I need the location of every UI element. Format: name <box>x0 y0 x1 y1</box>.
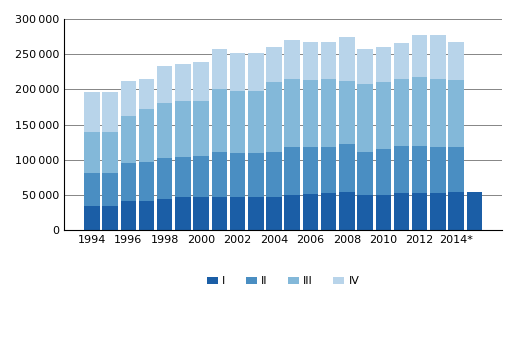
Bar <box>193 62 209 102</box>
Bar <box>412 78 428 146</box>
Bar <box>248 53 264 91</box>
Bar <box>266 82 282 152</box>
Bar <box>412 35 428 78</box>
Bar <box>175 197 191 231</box>
Bar <box>284 147 300 195</box>
Bar <box>157 103 173 158</box>
Bar <box>321 41 337 79</box>
Bar <box>102 132 118 173</box>
Bar <box>357 195 373 231</box>
Bar <box>248 91 264 153</box>
Bar <box>430 193 446 231</box>
Bar <box>467 192 482 231</box>
Bar <box>139 201 154 231</box>
Bar <box>120 81 136 116</box>
Bar <box>430 147 446 193</box>
Bar <box>120 201 136 231</box>
Bar <box>448 80 464 147</box>
Bar <box>375 82 391 149</box>
Bar <box>394 43 409 79</box>
Bar <box>248 197 264 231</box>
Bar <box>157 158 173 199</box>
Bar <box>175 157 191 197</box>
Legend: I, II, III, IV: I, II, III, IV <box>202 272 364 291</box>
Bar <box>193 156 209 197</box>
Bar <box>84 173 100 206</box>
Bar <box>375 149 391 195</box>
Bar <box>102 206 118 231</box>
Bar <box>139 79 154 109</box>
Bar <box>302 80 318 147</box>
Bar <box>321 79 337 147</box>
Bar <box>193 197 209 231</box>
Bar <box>139 162 154 201</box>
Bar <box>139 109 154 162</box>
Bar <box>339 81 355 144</box>
Bar <box>302 42 318 80</box>
Bar <box>302 147 318 194</box>
Bar <box>175 102 191 157</box>
Bar <box>266 47 282 82</box>
Bar <box>230 153 246 197</box>
Bar <box>284 40 300 79</box>
Bar <box>84 132 100 173</box>
Bar <box>230 197 246 231</box>
Bar <box>266 197 282 231</box>
Bar <box>284 79 300 147</box>
Bar <box>375 195 391 231</box>
Bar <box>394 193 409 231</box>
Bar <box>448 42 464 80</box>
Bar <box>321 147 337 193</box>
Bar <box>284 195 300 231</box>
Bar <box>321 193 337 231</box>
Bar <box>248 153 264 197</box>
Bar <box>357 84 373 152</box>
Bar <box>394 146 409 193</box>
Bar <box>84 206 100 231</box>
Bar <box>412 146 428 193</box>
Bar <box>375 47 391 82</box>
Bar <box>230 53 246 91</box>
Bar <box>211 49 227 89</box>
Bar <box>339 144 355 192</box>
Bar <box>102 173 118 206</box>
Bar <box>102 92 118 132</box>
Bar <box>339 192 355 231</box>
Bar <box>430 35 446 79</box>
Bar <box>84 92 100 132</box>
Bar <box>339 37 355 81</box>
Bar <box>412 193 428 231</box>
Bar <box>448 192 464 231</box>
Bar <box>120 163 136 201</box>
Bar <box>157 199 173 231</box>
Bar <box>266 152 282 197</box>
Bar <box>357 152 373 195</box>
Bar <box>357 49 373 84</box>
Bar <box>193 102 209 156</box>
Bar <box>211 89 227 152</box>
Bar <box>175 64 191 102</box>
Bar <box>120 116 136 163</box>
Bar <box>157 66 173 103</box>
Bar <box>211 152 227 197</box>
Bar <box>394 79 409 146</box>
Bar <box>211 197 227 231</box>
Bar <box>302 194 318 231</box>
Bar <box>448 147 464 192</box>
Bar <box>230 91 246 153</box>
Bar <box>430 79 446 147</box>
